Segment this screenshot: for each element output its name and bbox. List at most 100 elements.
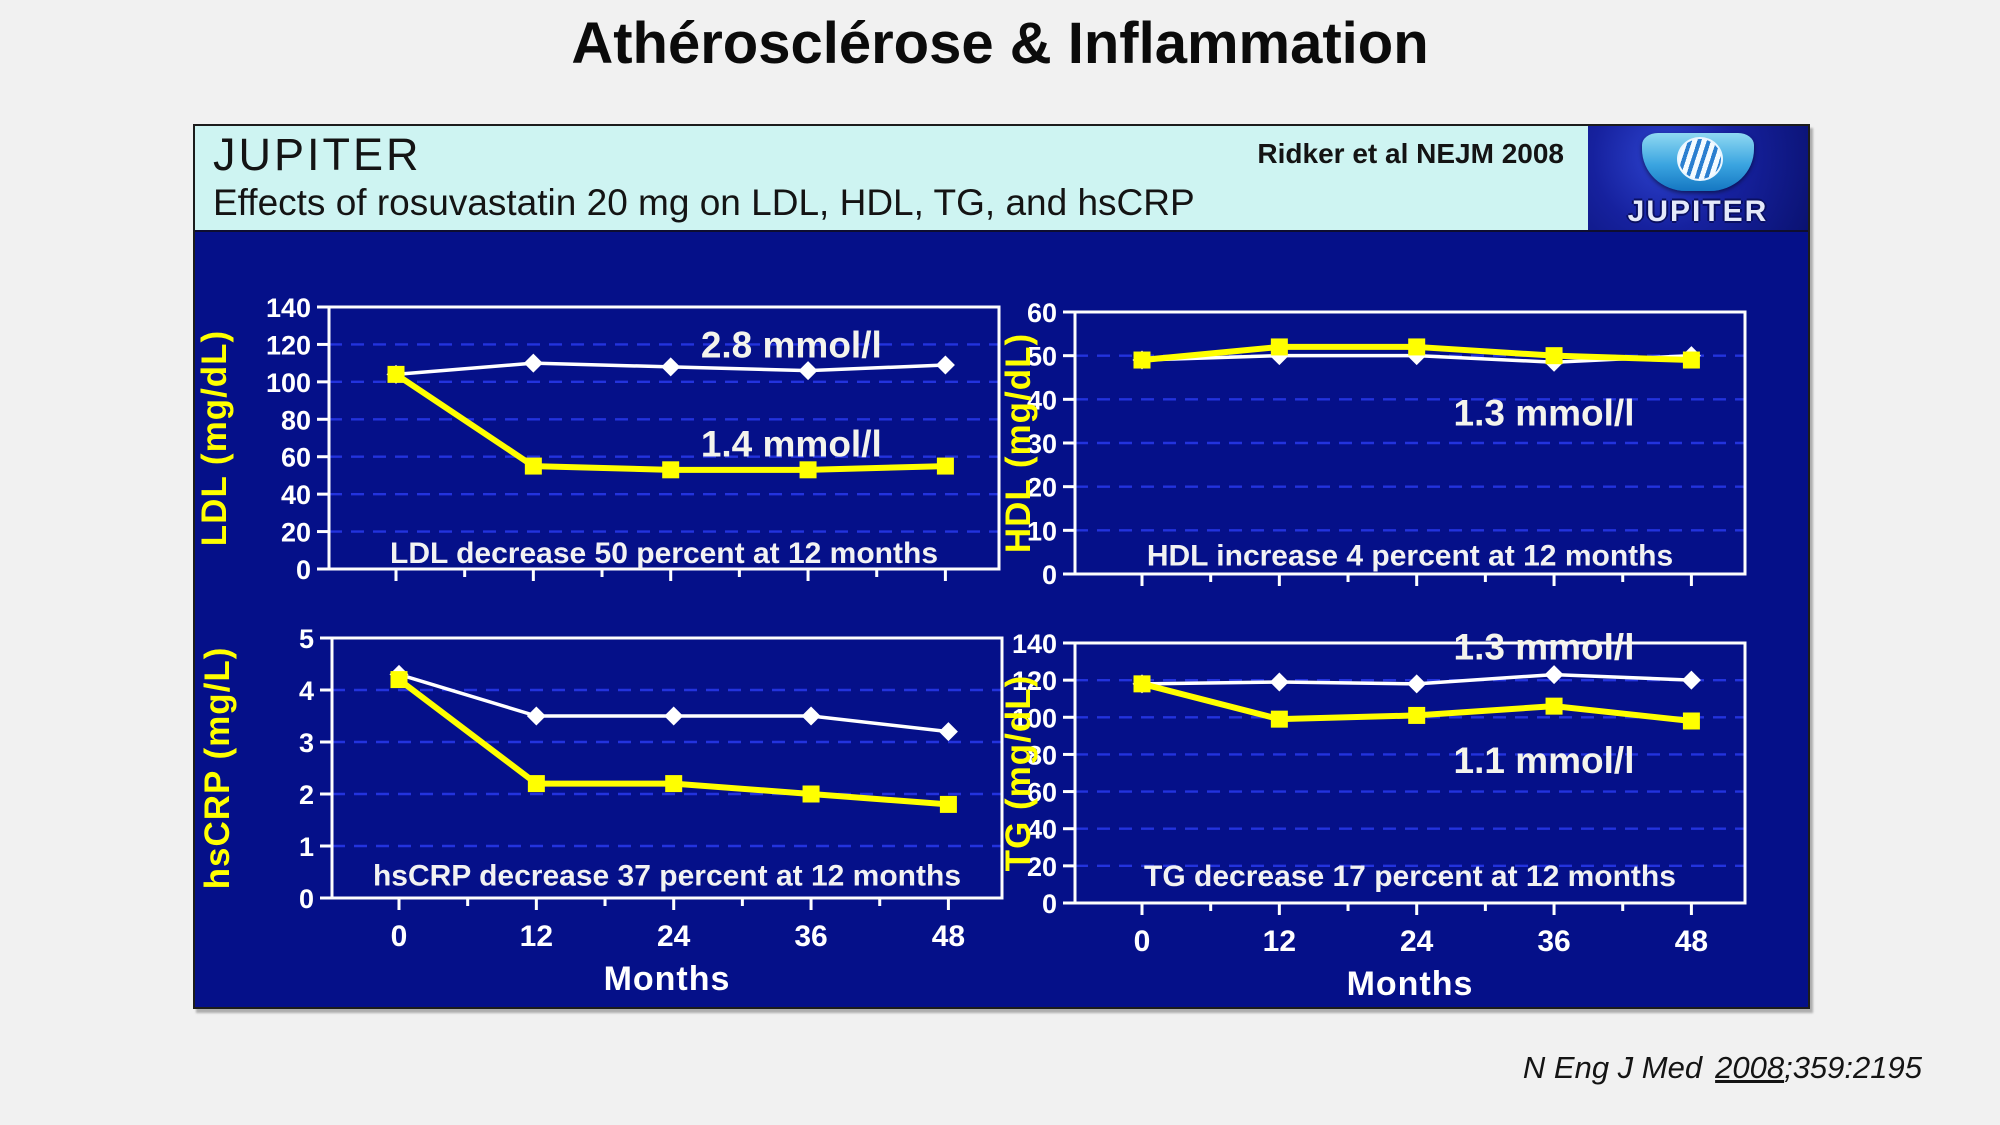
tg-xtick-label: 0: [1134, 925, 1151, 958]
hdl-chart: 0 10 20 30 40 50 60 HDL (mg/dL) 1.3 mmol/l HDL in…: [930, 298, 1760, 605]
tg-annotation-1: 1.1 mmol/l: [1454, 740, 1635, 781]
hscrp-plot-frame: [330, 636, 1004, 900]
ldl-chart-svg: 0 20 40 60 80 100 120 140 LDL (mg/dL) 2.8 mmol/l 1…: [195, 293, 1001, 585]
hdl-caption: HDL increase 4 percent at 12 months: [1147, 539, 1673, 572]
hscrp-xtick-label: 24: [657, 920, 691, 953]
tg-ytick-label: 140: [1012, 633, 1057, 659]
hscrp-marker-diamond: [938, 722, 958, 742]
hscrp-ytick-label: 4: [299, 676, 314, 706]
ldl-ytick-label: 120: [266, 330, 311, 360]
ldl-plot-frame: [327, 305, 1001, 571]
hdl-ytick-label: 60: [1027, 298, 1057, 328]
hscrp-marker-diamond: [801, 706, 821, 726]
hscrp-ytick-label: 0: [299, 884, 314, 914]
hscrp-xtick-label: 36: [794, 920, 827, 953]
tg-marker-square: [1133, 675, 1151, 693]
tg-xtick-label: 48: [1675, 925, 1708, 958]
ldl-marker-square: [662, 461, 680, 479]
hdl-marker-square: [1133, 351, 1151, 369]
tg-ytick-label: 40: [1027, 815, 1057, 845]
slide-title: JUPITER: [213, 129, 422, 180]
hscrp-xtick-label: 12: [520, 920, 553, 953]
hscrp-x-axis-label: Months: [604, 960, 731, 998]
ldl-ytick-label: 140: [266, 293, 311, 323]
hscrp-marker-square: [527, 775, 545, 793]
tg-marker-square: [1545, 697, 1563, 715]
tg-x-axis-label: Months: [1347, 965, 1474, 1003]
hdl-marker-square: [1270, 338, 1288, 356]
hdl-ytick-label: 30: [1027, 429, 1057, 459]
citation-journal: N Eng J Med: [1522, 1050, 1703, 1085]
ldl-marker-square: [524, 457, 542, 475]
ldl-chart: 0 20 40 60 80 100 120 140 LDL (mg/dL) 2.8 mmol/l 1…: [195, 293, 1014, 600]
hdl-chart-svg: 0 10 20 30 40 50 60 HDL (mg/dL) 1.3 mmol/l HDL in…: [999, 298, 1747, 590]
hscrp-xtick-label: 0: [391, 920, 408, 953]
tg-ytick-label: 120: [1012, 666, 1057, 696]
slide-header: JUPITER Effects of rosuvastatin 20 mg on…: [195, 126, 1808, 232]
citation-year: 2008: [1715, 1050, 1785, 1085]
ldl-ytick-label: 20: [281, 518, 311, 548]
ldl-marker-square: [799, 461, 817, 479]
charts-area: 0 20 40 60 80 100 120 140 LDL (mg/dL) 2.8 mmol/l 1…: [195, 232, 1808, 1007]
ldl-marker-diamond: [798, 361, 818, 381]
tg-marker-square: [1682, 712, 1700, 730]
tg-ytick-label: 80: [1027, 740, 1057, 770]
hdl-ytick-label: 10: [1027, 516, 1057, 546]
jupiter-logo-label: JUPITER: [1627, 195, 1769, 228]
ldl-annotation-1: 1.4 mmol/l: [701, 424, 882, 465]
tg-marker-diamond: [1407, 674, 1427, 694]
hscrp-marker-square: [802, 785, 820, 803]
tg-marker-square: [1408, 706, 1426, 724]
attribution-text: Ridker et al NEJM 2008: [1257, 138, 1564, 169]
tg-y-axis-label: TG (mg/dL): [999, 675, 1038, 872]
ldl-ytick-label: 0: [296, 555, 311, 585]
ldl-marker-diamond: [661, 357, 681, 377]
hscrp-ytick-label: 3: [299, 728, 314, 758]
ldl-annotation-0: 2.8 mmol/l: [701, 324, 882, 365]
hdl-ytick-label: 20: [1027, 473, 1057, 503]
slide: JUPITER Effects of rosuvastatin 20 mg on…: [193, 124, 1810, 1009]
hscrp-ytick-label: 1: [299, 832, 314, 862]
tg-caption: TG decrease 17 percent at 12 months: [1144, 860, 1676, 893]
hscrp-marker-diamond: [526, 706, 546, 726]
hscrp-marker-square: [390, 671, 408, 689]
tg-chart-svg: 0 20 40 60 80 100 120 140 0 12 24 36 48 Months TG (mg/…: [999, 627, 1747, 1003]
ldl-ytick-label: 100: [266, 368, 311, 398]
hscrp-marker-square: [939, 795, 957, 813]
hscrp-ytick-label: 5: [299, 628, 314, 654]
tg-annotation-0: 1.3 mmol/l: [1454, 633, 1635, 668]
hscrp-chart: 0 1 2 3 4 5 0 12 24 36 48 Months hsCRP (mg/L) hsCRP d…: [195, 624, 1017, 1007]
tg-ytick-label: 20: [1027, 852, 1057, 882]
tg-marker-diamond: [1269, 672, 1289, 692]
ldl-marker-square: [936, 457, 954, 475]
hdl-ytick-label: 40: [1027, 385, 1057, 415]
ldl-ytick-label: 40: [281, 480, 311, 510]
hscrp-xtick-label: 48: [932, 920, 965, 953]
hscrp-marker-diamond: [664, 706, 684, 726]
tg-xtick-label: 24: [1400, 925, 1434, 958]
hscrp-y-axis-label: hsCRP (mg/L): [198, 647, 237, 890]
tg-marker-diamond: [1544, 665, 1564, 685]
hscrp-caption: hsCRP decrease 37 percent at 12 months: [373, 860, 961, 893]
citation: N Eng J Med 2008;359:2195: [1523, 1050, 1922, 1086]
tg-ytick-label: 0: [1042, 889, 1057, 919]
ldl-marker-diamond: [523, 353, 543, 373]
ldl-marker-diamond: [935, 355, 955, 375]
hscrp-ytick-label: 2: [299, 780, 314, 810]
hdl-annotation-0: 1.3 mmol/l: [1454, 392, 1635, 433]
tg-chart: 0 20 40 60 80 100 120 140 0 12 24 36 48 Months TG (mg/…: [930, 627, 1760, 1007]
hdl-ytick-label: 50: [1027, 342, 1057, 372]
ldl-caption: LDL decrease 50 percent at 12 months: [390, 537, 938, 570]
tg-xtick-label: 12: [1263, 925, 1296, 958]
hdl-plot-frame: [1073, 310, 1747, 576]
hscrp-marker-square: [665, 775, 683, 793]
hdl-ytick-label: 0: [1042, 560, 1057, 590]
ldl-ytick-label: 80: [281, 405, 311, 435]
citation-pages: ;359:2195: [1784, 1050, 1922, 1085]
hdl-marker-square: [1545, 347, 1563, 365]
ldl-ytick-label: 60: [281, 443, 311, 473]
tg-marker-diamond: [1681, 670, 1701, 690]
jupiter-shield-icon: [1642, 133, 1754, 191]
